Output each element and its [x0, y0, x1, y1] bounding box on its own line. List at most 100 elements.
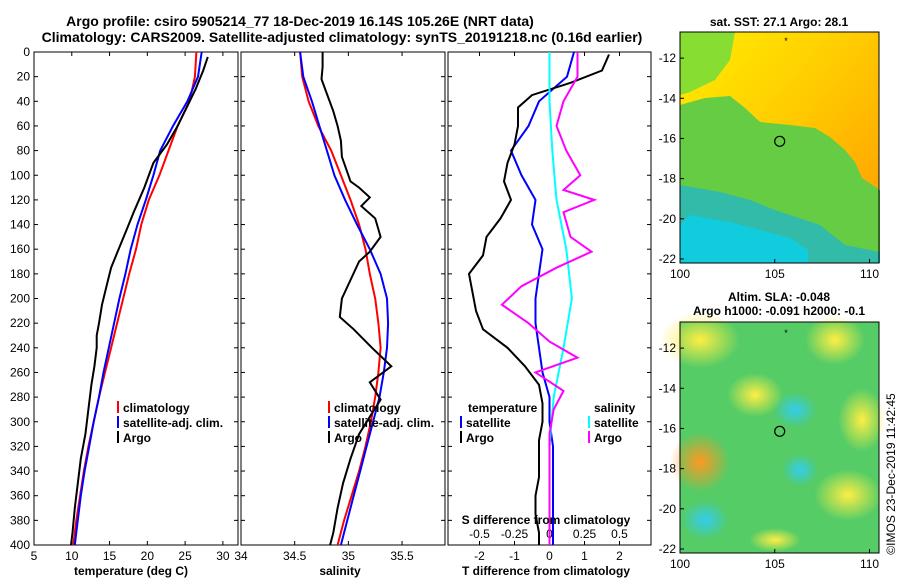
temperature-x-axis: 5 10 15 20 25 30	[31, 52, 230, 563]
map-y-tick-label: -12	[659, 51, 677, 65]
series-line-climatology	[299, 52, 382, 545]
depth-tick-label: 360	[10, 489, 30, 503]
legend-label-argo: Argo	[123, 431, 151, 445]
legend-label-s-argo: Argo	[594, 431, 622, 445]
x-tick-label: 35.5	[390, 549, 414, 563]
map-y-tick-label: -14	[659, 91, 677, 105]
x-tick-label: -1	[509, 549, 520, 563]
depth-tick-label: 380	[10, 513, 30, 527]
x-tick-label: 2	[616, 549, 623, 563]
legend-title-salinity: salinity	[594, 401, 636, 415]
map-x-tick-label: 100	[670, 267, 690, 281]
s-difference-tick-label: -0.5	[469, 527, 490, 541]
x-tick-label: 20	[141, 549, 155, 563]
depth-tick-label: 160	[10, 242, 30, 256]
s-difference-tick-label: -0.25	[501, 527, 529, 541]
legend-title-temperature: temperature	[468, 401, 538, 415]
sla-map-axes: 100 105 110 -12 -14 -16 -18 -20 -22	[659, 341, 880, 571]
salinity-axis-label: salinity	[319, 564, 361, 578]
s-difference-tick-label: 0.5	[611, 527, 628, 541]
map-y-tick-label: -16	[659, 131, 677, 145]
temperature-axis-label: temperature (deg C)	[74, 564, 188, 578]
sla-map-title-line-1: Altim. SLA: -0.048	[728, 290, 830, 304]
sst-map-title: sat. SST: 27.1 Argo: 28.1	[710, 15, 849, 29]
x-tick-label: 30	[216, 549, 230, 563]
depth-tick-label: 320	[10, 439, 30, 453]
legend-label-satellite: satellite-adj. clim.	[123, 416, 223, 430]
depth-tick-label: 100	[10, 168, 30, 182]
map-y-tick-label: -22	[659, 252, 677, 266]
depth-tick-label: 240	[10, 341, 30, 355]
sla-low-anomaly	[773, 392, 817, 428]
title-line-2: Climatology: CARS2009. Satellite-adjuste…	[42, 29, 643, 45]
legend-label-climatology: climatology	[123, 401, 190, 415]
x-tick-label: 25	[178, 549, 192, 563]
sla-low-anomaly	[681, 500, 729, 540]
x-tick-label: 34	[234, 549, 248, 563]
depth-axis: 0 20 40 60 80 100 120 140 160 180 200 220 240 260 280 3…	[10, 45, 651, 552]
depth-tick-label: 20	[17, 70, 31, 84]
depth-tick-label: 180	[10, 267, 30, 281]
map-x-tick-label: 110	[860, 557, 879, 571]
depth-tick-label: 400	[10, 538, 30, 552]
sst-map-axes: 100 105 110 -12 -14 -16 -18 -20 -22	[659, 51, 880, 281]
temperature-series	[70, 52, 209, 545]
s-difference-axis-label: S difference from climatology	[462, 513, 631, 527]
t-difference-axis-label: T difference from climatology	[462, 564, 630, 578]
s-difference-tick-label: 0.25	[573, 527, 597, 541]
depth-tick-label: 300	[10, 415, 30, 429]
series-line-temperature-satellite	[509, 52, 575, 545]
depth-tick-label: 340	[10, 464, 30, 478]
x-tick-label: 34.5	[283, 549, 307, 563]
legend-label-s-satellite: satellite	[594, 416, 639, 430]
temperature-legend: climatology satellite-adj. clim. Argo	[117, 401, 223, 445]
sla-map-title-line-2: Argo h1000: -0.091 h2000: -0.1	[693, 304, 865, 318]
map-y-tick-label: -14	[659, 381, 677, 395]
series-line-argo	[320, 52, 393, 545]
salinity-x-axis: 34 34.5 35 35.5	[234, 52, 414, 563]
depth-tick-label: 60	[17, 119, 31, 133]
map-y-tick-label: -16	[659, 421, 677, 435]
sla-high-anomaly	[749, 528, 801, 552]
sla-high-anomaly	[727, 373, 783, 417]
legend-label-t-satellite: satellite	[466, 416, 511, 430]
legend-label-climatology: climatology	[334, 401, 401, 415]
difference-legend: temperature salinity satellite Argo sate…	[460, 401, 639, 445]
map-x-tick-label: 105	[765, 557, 785, 571]
depth-tick-label: 220	[10, 316, 30, 330]
sla-low-anomaly	[782, 454, 818, 486]
map-y-tick-label: -12	[659, 341, 677, 355]
series-line-salinity-argo	[500, 52, 598, 545]
imos-credit: ©IMOS 23-Dec-2019 11:42:45	[884, 393, 898, 555]
series-line-satellite-adj-clim-	[299, 52, 390, 545]
series-line-temperature-argo	[467, 54, 610, 545]
depth-tick-label: 200	[10, 292, 30, 306]
salinity-series	[299, 52, 393, 545]
sst-argo-location-marker	[774, 135, 786, 147]
sst-cyan-region	[680, 215, 808, 263]
legend-label-argo: Argo	[334, 431, 362, 445]
map-x-tick-label: 100	[670, 557, 690, 571]
x-tick-label: -2	[474, 549, 485, 563]
sla-high-anomaly	[838, 388, 886, 452]
map-y-tick-label: -22	[659, 542, 677, 556]
depth-tick-label: 140	[10, 218, 30, 232]
depth-tick-label: 120	[10, 193, 30, 207]
sla-map-frame	[679, 321, 880, 554]
x-tick-label: 10	[65, 549, 79, 563]
x-tick-label: 5	[31, 549, 38, 563]
legend-label-t-argo: Argo	[466, 431, 494, 445]
map-y-tick-label: -20	[659, 212, 677, 226]
x-tick-label: 1	[581, 549, 588, 563]
sst-light-green-region	[680, 32, 735, 95]
map-y-tick-label: -18	[659, 172, 677, 186]
sla-high-anomaly	[660, 312, 740, 368]
sst-map-frame	[679, 31, 880, 264]
x-tick-label: 0	[546, 549, 553, 563]
map-y-tick-label: -18	[659, 462, 677, 476]
title-line-1: Argo profile: csiro 5905214_77 18-Dec-20…	[66, 13, 534, 29]
sst-float-star-icon: *	[784, 36, 788, 46]
legend-label-satellite: satellite-adj. clim.	[334, 416, 434, 430]
sla-float-star-icon: *	[784, 328, 788, 338]
map-y-tick-label: -20	[659, 502, 677, 516]
